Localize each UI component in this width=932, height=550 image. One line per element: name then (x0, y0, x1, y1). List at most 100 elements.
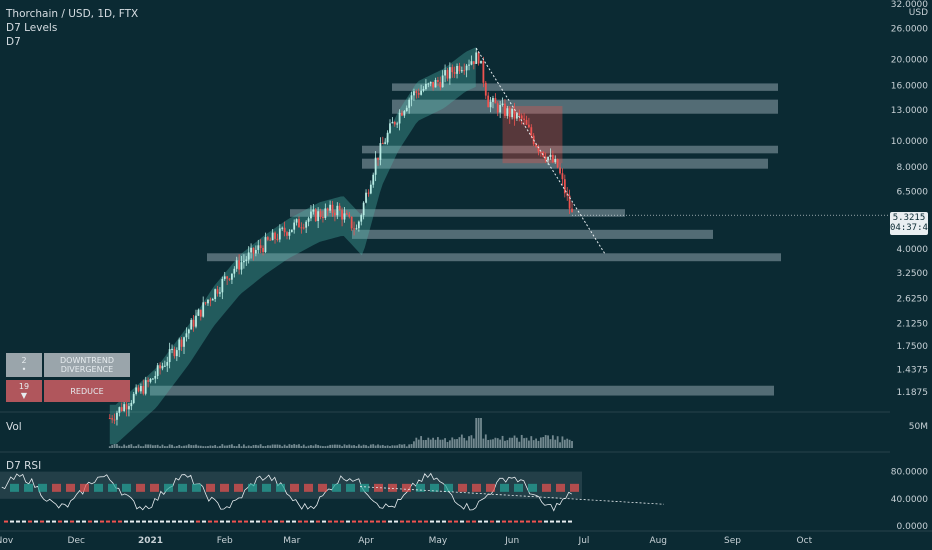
rsi-dot (454, 520, 458, 523)
price-axis-tick: 32.0000 (891, 0, 928, 10)
rsi-dot (34, 520, 38, 523)
volume-bar (528, 440, 530, 448)
volume-bar (487, 439, 490, 448)
last-price: 5.3215 (892, 213, 926, 223)
volume-bar (163, 446, 166, 448)
candle-body (278, 228, 281, 240)
indicator-levels-label[interactable]: D7 Levels (6, 22, 58, 34)
rsi-dot (250, 520, 254, 523)
candle-body (559, 167, 561, 174)
volume-bar (357, 444, 360, 448)
volume-axis-tick: 50M (909, 422, 928, 432)
volume-bar (209, 445, 212, 448)
rsi-ribbon (290, 483, 299, 492)
volume-bar (492, 439, 494, 448)
candle-body (226, 276, 229, 279)
rsi-dot (394, 520, 398, 523)
volume-bar (180, 446, 183, 448)
candle-body (233, 268, 236, 274)
volume-bar (245, 446, 248, 448)
candle-body (262, 247, 264, 253)
candle-body (355, 228, 358, 230)
rsi-dot (52, 520, 56, 523)
candle-body (214, 289, 217, 300)
volume-bar (312, 445, 315, 448)
candle-body (528, 124, 530, 128)
signal-count-cell: 2 • (6, 353, 42, 377)
volume-bar (231, 444, 233, 448)
volume-bar (123, 444, 126, 448)
rsi-dot (196, 520, 200, 523)
volume-bar (111, 444, 114, 448)
candle-body (266, 237, 269, 240)
candle-body (403, 111, 406, 116)
candle-body (216, 289, 219, 294)
volume-bar (262, 446, 264, 448)
rsi-line (1, 472, 572, 512)
volume-bar (302, 444, 305, 448)
rsi-dot (112, 520, 116, 523)
volume-panel-title[interactable]: Vol (6, 421, 22, 433)
rsi-dot (442, 520, 446, 523)
volume-bar (506, 440, 509, 448)
rsi-dot (490, 520, 494, 523)
rsi-ribbon (178, 483, 187, 492)
candle-body (369, 184, 372, 194)
rsi-ribbon (472, 483, 481, 492)
volume-bar (135, 445, 138, 448)
rsi-dot (298, 520, 302, 523)
candle-body (113, 419, 116, 421)
candle-body (554, 159, 557, 163)
candle-body (460, 70, 463, 72)
volume-bar (511, 437, 514, 448)
volume-bar (513, 435, 516, 448)
volume-bar (257, 445, 260, 448)
rsi-panel-title[interactable]: D7 RSI (6, 460, 42, 472)
rsi-dot (424, 520, 428, 523)
rsi-dot (514, 520, 518, 523)
candle-body (257, 245, 260, 250)
time-axis-tick: Apr (358, 536, 374, 546)
volume-bar (417, 439, 420, 448)
volume-bar (247, 445, 250, 448)
candle-body (353, 228, 355, 230)
volume-bar (175, 445, 178, 448)
volume-bar (310, 445, 312, 448)
rsi-ribbon (220, 483, 229, 492)
volume-bar (178, 444, 181, 448)
volume-bar (365, 445, 367, 448)
rsi-axis-tick: 0.0000 (897, 522, 929, 532)
candle-body (120, 407, 123, 411)
rsi-ribbon (486, 483, 495, 492)
rsi-ribbon (360, 483, 369, 492)
candle-body (149, 378, 152, 382)
volume-bar (250, 446, 252, 448)
candle-body (207, 299, 209, 304)
indicator-d7-label[interactable]: D7 (6, 36, 21, 48)
candle-body (209, 299, 212, 301)
candle-body (434, 80, 437, 88)
currency-label: USD (909, 8, 928, 18)
candle-body (128, 406, 130, 410)
volume-bar (168, 444, 171, 448)
rsi-ribbon (206, 483, 215, 492)
rsi-dot (550, 520, 554, 523)
candle-body (345, 213, 348, 215)
candle-body (336, 205, 339, 216)
last-price-tag: 5.3215 04:37:40 (890, 212, 932, 235)
candle-body (472, 61, 475, 64)
volume-bar (128, 444, 130, 448)
rsi-dot (100, 520, 104, 523)
candle-body (319, 211, 322, 217)
price-axis-tick: 10.0000 (891, 137, 928, 147)
candle-body (547, 156, 549, 161)
volume-bar (456, 439, 458, 448)
rsi-dot (406, 520, 410, 523)
symbol-title[interactable]: Thorchain / USD, 1D, FTX (6, 8, 139, 20)
volume-bar (202, 446, 205, 448)
candle-body (223, 276, 226, 279)
volume-bar (324, 446, 327, 448)
candle-body (367, 192, 370, 194)
candle-body (290, 229, 293, 233)
